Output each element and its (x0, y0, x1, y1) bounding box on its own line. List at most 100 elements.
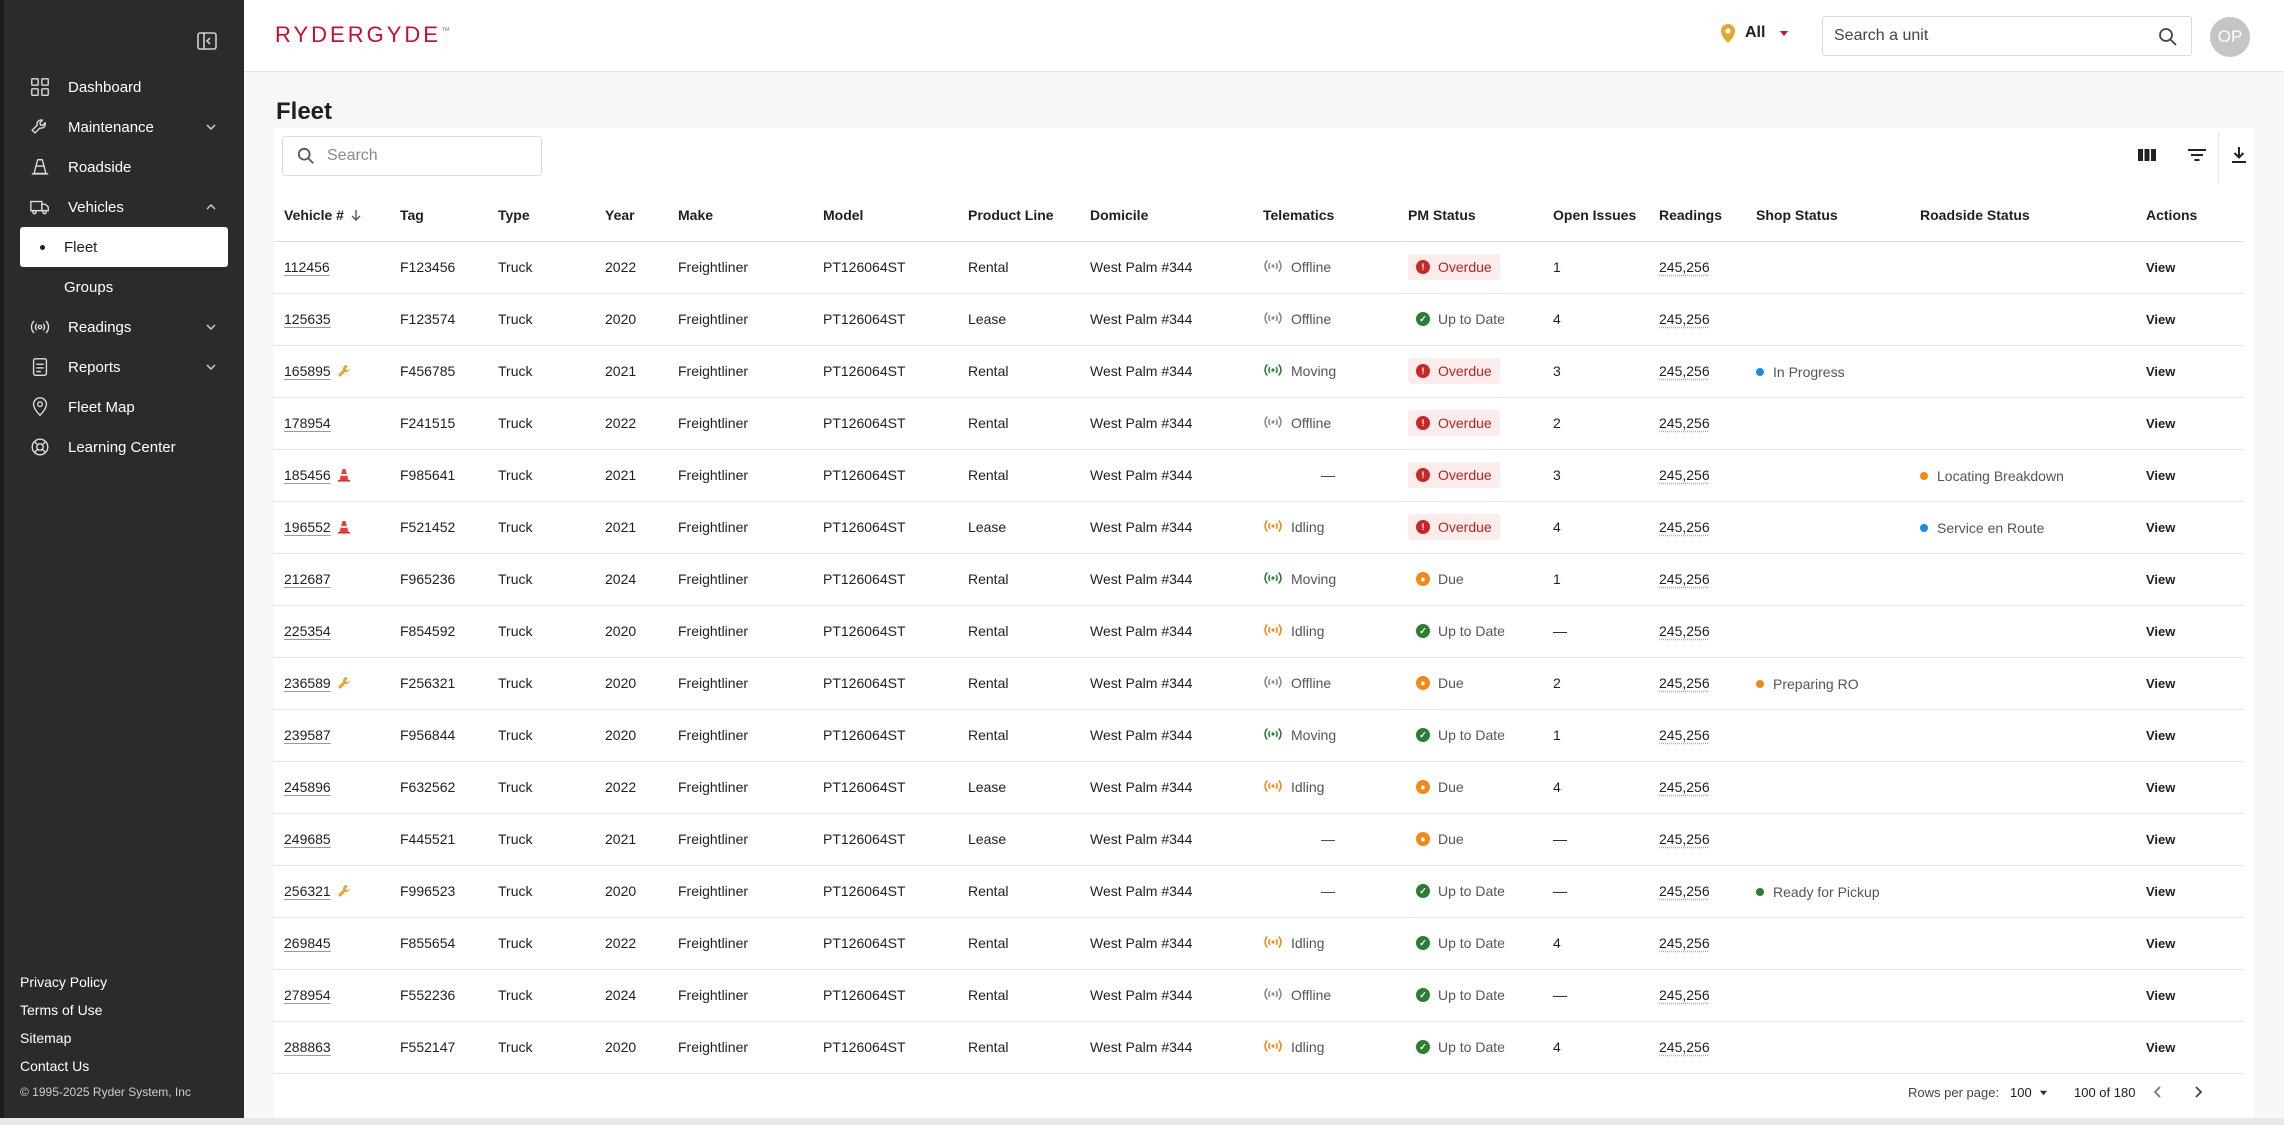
readings-value[interactable]: 245,256 (1659, 415, 1710, 431)
search-icon[interactable] (2158, 27, 2178, 47)
vehicle-link[interactable]: 249685 (284, 831, 331, 847)
readings-value[interactable]: 245,256 (1659, 311, 1710, 327)
rows-per-page-select[interactable]: 100 (2010, 1085, 2048, 1100)
column-header-model[interactable]: Model (823, 189, 968, 242)
table-row[interactable]: 288863 F552147 Truck 2020 Freightliner PT1260… (274, 1021, 2244, 1074)
view-button[interactable]: View (2146, 520, 2176, 535)
avatar[interactable]: OP (2210, 17, 2250, 57)
column-header-product-line[interactable]: Product Line (968, 189, 1090, 242)
collapse-sidebar-icon[interactable] (195, 29, 219, 53)
sidebar-item-fleet[interactable]: Fleet (20, 227, 228, 267)
view-button[interactable]: View (2146, 260, 2176, 275)
view-button[interactable]: View (2146, 468, 2176, 483)
table-row[interactable]: 249685 F445521 Truck 2021 Freightliner PT1260… (274, 813, 2244, 866)
vehicle-link[interactable]: 288863 (284, 1039, 331, 1055)
readings-value[interactable]: 245,256 (1659, 623, 1710, 639)
vehicle-link[interactable]: 236589 (284, 675, 331, 691)
column-header-roadside-status[interactable]: Roadside Status (1920, 189, 2146, 242)
table-search-input[interactable] (327, 137, 547, 175)
column-header-domicile[interactable]: Domicile (1090, 189, 1263, 242)
columns-icon[interactable] (2136, 144, 2158, 166)
vehicle-link[interactable]: 125635 (284, 311, 331, 327)
column-header-telematics[interactable]: Telematics (1263, 189, 1408, 242)
vehicle-link[interactable]: 178954 (284, 415, 331, 431)
chevron-left-icon[interactable] (2148, 1082, 2168, 1102)
table-row[interactable]: 239587 F956844 Truck 2020 Freightliner PT1260… (274, 709, 2244, 762)
download-icon[interactable] (2228, 144, 2250, 166)
sitemap-link[interactable]: Sitemap (20, 1030, 72, 1046)
view-button[interactable]: View (2146, 728, 2176, 743)
sidebar-item-maintenance[interactable]: Maintenance (4, 107, 244, 147)
chevron-right-icon[interactable] (2188, 1082, 2208, 1102)
vehicle-link[interactable]: 185456 (284, 467, 331, 483)
view-button[interactable]: View (2146, 884, 2176, 899)
view-button[interactable]: View (2146, 936, 2176, 951)
readings-value[interactable]: 245,256 (1659, 571, 1710, 587)
brand-logo[interactable]: RYDERGYDE™ (275, 22, 450, 47)
readings-value[interactable]: 245,256 (1659, 779, 1710, 795)
vehicle-link[interactable]: 196552 (284, 519, 331, 535)
view-button[interactable]: View (2146, 676, 2176, 691)
sidebar-item-dashboard[interactable]: Dashboard (4, 67, 244, 107)
column-header-make[interactable]: Make (678, 189, 823, 242)
table-row[interactable]: 196552 F521452 Truck 2021 Freightliner PT1260… (274, 501, 2244, 554)
view-button[interactable]: View (2146, 1040, 2176, 1055)
view-button[interactable]: View (2146, 416, 2176, 431)
table-row[interactable]: 256321 F996523 Truck 2020 Freightliner PT1260… (274, 865, 2244, 918)
view-button[interactable]: View (2146, 988, 2176, 1003)
table-row[interactable]: 125635 F123574 Truck 2020 Freightliner PT1260… (274, 293, 2244, 346)
sidebar-item-readings[interactable]: Readings (4, 307, 244, 347)
unit-search-input[interactable] (1823, 17, 2123, 55)
vehicle-link[interactable]: 225354 (284, 623, 331, 639)
table-row[interactable]: 269845 F855654 Truck 2022 Freightliner PT1260… (274, 917, 2244, 970)
column-header-open-issues[interactable]: Open Issues (1553, 189, 1659, 242)
table-row[interactable]: 225354 F854592 Truck 2020 Freightliner PT1260… (274, 605, 2244, 658)
column-header-tag[interactable]: Tag (400, 189, 498, 242)
vehicle-link[interactable]: 269845 (284, 935, 331, 951)
column-header-pm-status[interactable]: PM Status (1408, 189, 1553, 242)
contact-us-link[interactable]: Contact Us (20, 1058, 90, 1074)
table-row[interactable]: 112456 F123456 Truck 2022 Freightliner PT1260… (274, 241, 2244, 294)
column-header-readings[interactable]: Readings (1659, 189, 1756, 242)
table-row[interactable]: 278954 F552236 Truck 2024 Freightliner PT1260… (274, 969, 2244, 1022)
table-row[interactable]: 165895 F456785 Truck 2021 Freightliner PT1260… (274, 345, 2244, 398)
view-button[interactable]: View (2146, 572, 2176, 587)
column-header-type[interactable]: Type (498, 189, 605, 242)
table-row[interactable]: 178954 F241515 Truck 2022 Freightliner PT1260… (274, 397, 2244, 450)
readings-value[interactable]: 245,256 (1659, 831, 1710, 847)
vehicle-link[interactable]: 112456 (284, 259, 330, 275)
view-button[interactable]: View (2146, 780, 2176, 795)
readings-value[interactable]: 245,256 (1659, 675, 1710, 691)
column-header-year[interactable]: Year (605, 189, 678, 242)
sidebar-item-vehicles[interactable]: Vehicles (4, 187, 244, 227)
sidebar-item-learning-center[interactable]: Learning Center (4, 427, 244, 467)
vehicle-link[interactable]: 165895 (284, 363, 331, 379)
table-row[interactable]: 245896 F632562 Truck 2022 Freightliner PT1260… (274, 761, 2244, 814)
readings-value[interactable]: 245,256 (1659, 1039, 1710, 1055)
readings-value[interactable]: 245,256 (1659, 519, 1710, 535)
location-selector[interactable]: All (1719, 22, 1789, 44)
vehicle-link[interactable]: 239587 (284, 727, 331, 743)
vehicle-link[interactable]: 278954 (284, 987, 331, 1003)
view-button[interactable]: View (2146, 312, 2176, 327)
view-button[interactable]: View (2146, 364, 2176, 379)
table-row[interactable]: 212687 F965236 Truck 2024 Freightliner PT1260… (274, 553, 2244, 606)
sidebar-item-groups[interactable]: Groups (4, 267, 244, 307)
sidebar-item-reports[interactable]: Reports (4, 347, 244, 387)
readings-value[interactable]: 245,256 (1659, 363, 1710, 379)
sidebar-item-roadside[interactable]: Roadside (4, 147, 244, 187)
column-header-shop-status[interactable]: Shop Status (1756, 189, 1920, 242)
vehicle-link[interactable]: 256321 (284, 883, 331, 899)
vehicle-link[interactable]: 245896 (284, 779, 331, 795)
privacy-policy-link[interactable]: Privacy Policy (20, 974, 108, 990)
readings-value[interactable]: 245,256 (1659, 987, 1710, 1003)
column-header-vehicle[interactable]: Vehicle # (274, 189, 400, 242)
vehicle-link[interactable]: 212687 (284, 571, 331, 587)
table-row[interactable]: 185456 F985641 Truck 2021 Freightliner PT1260… (274, 449, 2244, 502)
view-button[interactable]: View (2146, 832, 2176, 847)
readings-value[interactable]: 245,256 (1659, 727, 1710, 743)
terms-of-use-link[interactable]: Terms of Use (20, 1002, 103, 1018)
table-row[interactable]: 236589 F256321 Truck 2020 Freightliner PT1260… (274, 657, 2244, 710)
readings-value[interactable]: 245,256 (1659, 259, 1710, 275)
readings-value[interactable]: 245,256 (1659, 467, 1710, 483)
